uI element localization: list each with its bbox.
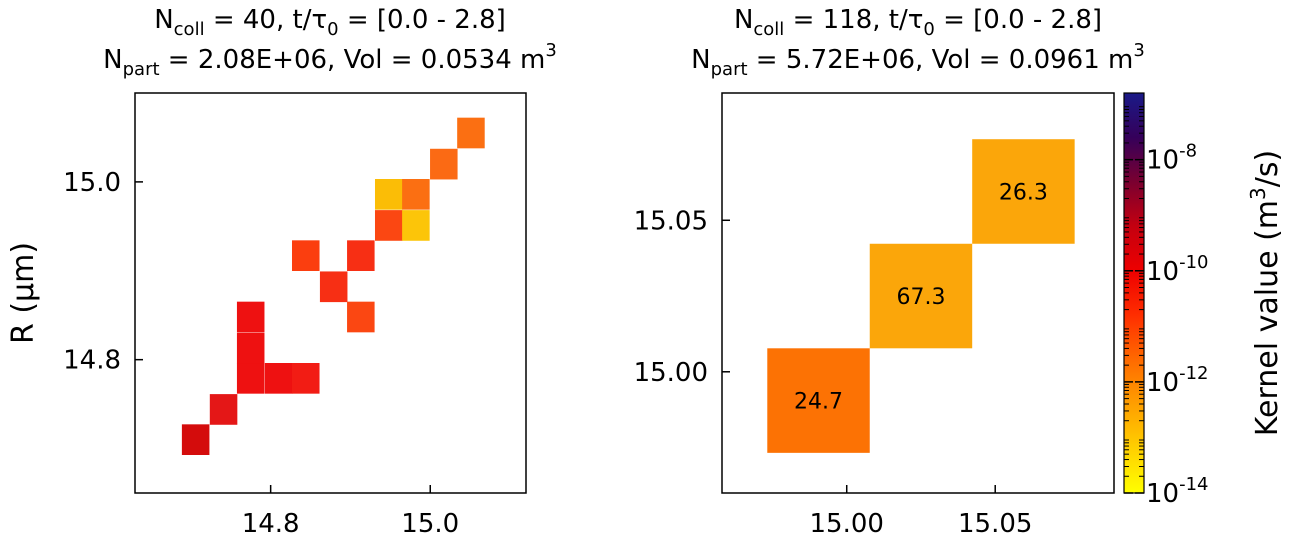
left-y-axis-label: R (μm): [6, 242, 41, 344]
right-heatmap-cells: 24.7 67.3 26.3: [767, 139, 1075, 453]
right-panel: Ncoll = 118, t/τ0 = [0.0 - 2.8] Npart = …: [634, 5, 1145, 539]
right-cell-value-label: 24.7: [794, 390, 843, 415]
left-heatmap-cell: [236, 301, 265, 333]
colorbar-tick-label: 10-14: [1146, 474, 1209, 509]
left-plot-frame: [134, 92, 527, 494]
colorbar-tick-label: 10-12: [1146, 363, 1209, 398]
colorbar: 10-14 10-12 10-10 10-8 Kernel value (m3/s): [1123, 92, 1285, 509]
left-heatmap-cell: [319, 271, 348, 303]
left-heatmap-cells: [181, 117, 485, 455]
colorbar-ticks: 10-14 10-12 10-10 10-8: [1124, 106, 1209, 509]
right-cell-value-label: 67.3: [896, 285, 945, 310]
right-cell-value-label: 26.3: [999, 180, 1048, 205]
right-axis-ticks: 15.00 15.05 15.00 15.05: [634, 206, 1033, 539]
left-heatmap-cell: [374, 179, 403, 210]
right-heatmap-cell: [767, 348, 870, 453]
left-heatmap-cell: [264, 363, 293, 394]
left-heatmap-cell: [457, 117, 485, 149]
left-heatmap-cell: [236, 363, 265, 394]
right-y-tick-label: 15.05: [634, 206, 708, 236]
right-heatmap-cell: [972, 139, 1075, 244]
right-x-tick-label: 15.00: [810, 509, 884, 539]
colorbar-label: Kernel value (m3/s): [1246, 150, 1285, 436]
right-y-tick-label: 15.00: [634, 358, 708, 388]
left-heatmap-cell: [291, 363, 320, 394]
colorbar-tick-label: 10-8: [1146, 141, 1197, 176]
left-heatmap-cell: [347, 301, 375, 333]
left-heatmap-cell: [402, 179, 430, 210]
left-panel: Ncoll = 40, t/τ0 = [0.0 - 2.8] Npart = 2…: [6, 5, 557, 539]
right-plot-frame: [721, 92, 1115, 494]
left-heatmap-cell: [374, 210, 403, 241]
left-axis-ticks: 14.8 15.0 14.8 15.0: [63, 168, 459, 539]
right-x-tick-label: 15.05: [958, 509, 1032, 539]
left-heatmap-cell: [209, 394, 238, 425]
right-title-line1: Ncoll = 118, t/τ0 = [0.0 - 2.8]: [734, 5, 1102, 40]
colorbar-tick-label: 10-10: [1146, 252, 1209, 287]
left-title-line2: Npart = 2.08E+06, Vol = 0.0534 m3: [103, 40, 557, 80]
left-x-tick-label: 15.0: [401, 509, 459, 539]
left-heatmap-cell: [402, 210, 430, 241]
left-heatmap-cell: [181, 424, 210, 455]
left-heatmap-cell: [291, 240, 320, 271]
right-title-line2: Npart = 5.72E+06, Vol = 0.0961 m3: [691, 40, 1145, 80]
left-x-tick-label: 14.8: [242, 509, 300, 539]
left-title-line1: Ncoll = 40, t/τ0 = [0.0 - 2.8]: [154, 5, 506, 40]
left-heatmap-cell: [347, 240, 375, 271]
left-heatmap-cell: [430, 148, 458, 180]
left-y-tick-label: 14.8: [63, 346, 121, 376]
left-y-tick-label: 15.0: [63, 168, 121, 198]
left-heatmap-cell: [236, 332, 265, 364]
right-heatmap-cell: [869, 243, 973, 349]
